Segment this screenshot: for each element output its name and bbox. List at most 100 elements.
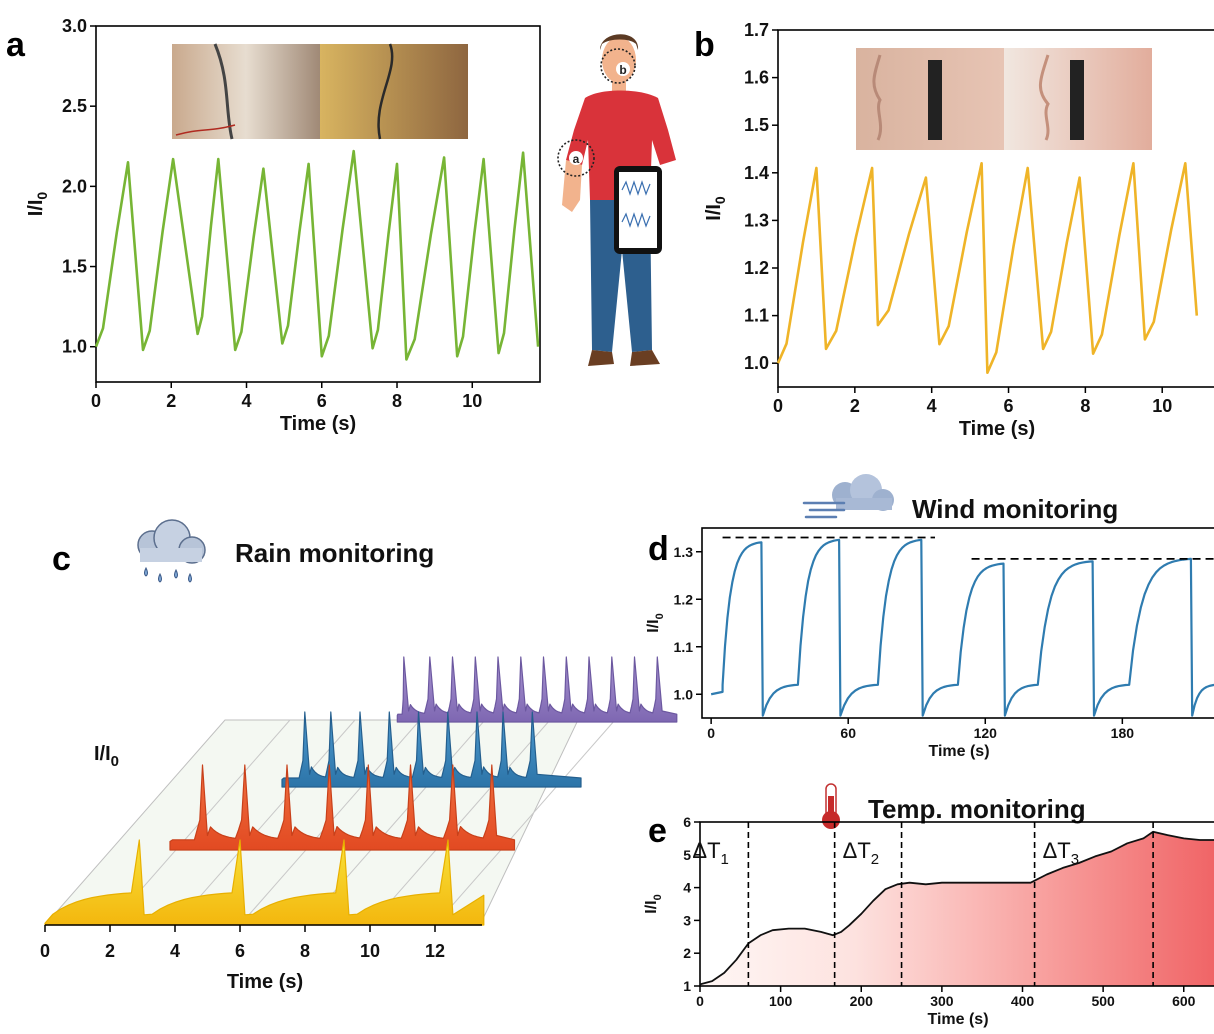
x-tick-label: 300 [930,993,954,1009]
x-tick-label: 12 [425,941,445,961]
plot-frame [699,821,1214,987]
y-tick-label: 1.5 [62,257,87,277]
panel-label-b: b [694,26,715,64]
x-axis-label: Time (s) [959,418,1035,440]
plot-frame [777,29,1214,388]
y-tick-label: 1.6 [744,68,769,88]
y-tick-label: 2.0 [62,176,87,196]
temperature-area [700,831,1214,986]
x-tick-label: 8 [392,391,402,411]
wind-cloud-icon [802,474,894,519]
x-tick-label: 4 [242,391,252,411]
axes-a: 0 2 4 6 8 10 1.0 1.5 2.0 2.5 3.0 Time (s) I/I0 [25,16,541,435]
x-tick-label: 8 [1080,396,1090,416]
x-tick-label: 100 [769,993,793,1009]
y-tick-label: 1.2 [744,258,769,278]
y-tick-label: 1.3 [674,544,694,560]
photos-a [172,43,468,140]
x-tick-label: 10 [1152,396,1172,416]
y-tick-label: 1.0 [674,686,694,702]
y-tick-label: 2.5 [62,96,87,116]
y-axis-label: I/I0 [645,613,666,632]
photos-b [856,48,1152,150]
floor-gridline [304,719,486,926]
series-line-a [94,149,540,361]
axes-b: 0 2 4 6 8 10 1.0 1.1 1.2 1.3 1.4 1.5 1.6 1.7 Time (s) I… [703,20,1214,440]
x-tick-label: 200 [850,993,874,1009]
ylabel-c: I/I0 [94,743,119,770]
x-tick-label: 60 [840,725,856,741]
x-tick-label: 6 [317,391,327,411]
y-tick-label: 5 [683,847,691,863]
panel-b: b 0 2 4 6 8 10 1.0 1.1 1.2 1.3 1.4 1.5 1.6 1.7 Time (s… [694,20,1214,440]
axes-d: 0 60 120 180 1.0 1.1 1.2 1.3 Time (s) I/I0 [645,527,1214,760]
x-axis-label: Time (s) [927,1011,988,1028]
title-e: Temp. monitoring [868,794,1086,824]
x-tick-label: 500 [1091,993,1115,1009]
x-axis-label: Time (s) [280,413,356,435]
y-tick-label: 1.4 [744,163,769,183]
plot-frame [95,25,541,383]
y-tick-label: 1.1 [744,306,769,326]
y-tick-label: 1.3 [744,210,769,230]
panel-e: e Temp. monitoring 0 100 200 300 400 500 600 1 2… [643,783,1214,1028]
y-tick-label: 1.2 [674,591,694,607]
title-c: Rain monitoring [235,538,434,568]
floor-gridline [174,719,356,926]
title-d: Wind monitoring [912,494,1118,524]
person-with-tablet-icon: b a [557,34,676,366]
x-tick-label: 120 [974,725,998,741]
axes-c: 0 2 4 6 8 10 12 Time (s) [40,656,678,993]
marker-b: b [619,63,626,77]
y-tick-label: 1.5 [744,115,769,135]
delta-t-label: ΔT1 [692,838,728,868]
x-tick-label: 8 [300,941,310,961]
x-tick-label: 600 [1172,993,1196,1009]
panel-d: d Wind monitoring 0 60 120 180 1.0 1.1 1.2 1.3 T… [645,474,1214,760]
x-axis-label: Time (s) [928,743,989,760]
waterfall-series-yellow [44,839,485,926]
y-axis-label: I/I0 [25,192,50,217]
panel-label-c: c [52,540,71,578]
waterfall-series-purple [396,656,678,723]
y-tick-label: 1 [683,978,691,994]
x-tick-label: 0 [773,396,783,416]
x-tick-label: 2 [166,391,176,411]
delta-t-label: ΔT3 [1043,838,1079,868]
x-tick-label: 0 [696,993,704,1009]
x-tick-label: 4 [170,941,180,961]
y-tick-label: 1.0 [62,337,87,357]
x-tick-label: 0 [707,725,715,741]
y-tick-label: 3.0 [62,16,87,36]
delta-t-label: ΔT2 [843,838,879,868]
panel-c: c Rain monitoring I/I0 0 2 4 6 8 10 12 Time (s) [40,519,678,993]
x-tick-label: 10 [360,941,380,961]
y-tick-label: 3 [683,912,691,928]
series-line-d [710,538,1214,717]
plot-frame [701,527,1214,719]
floor-gridline [369,719,551,926]
waterfall-series-orange [169,764,516,851]
thermometer-icon [822,783,840,829]
x-tick-label: 2 [105,941,115,961]
rain-cloud-icon [137,519,206,583]
y-tick-label: 1.7 [744,20,769,40]
x-tick-label: 6 [1004,396,1014,416]
series-line-b [776,162,1199,374]
panel-label-e: e [648,812,667,850]
y-tick-label: 2 [683,945,691,961]
panel-a: a 0 2 4 6 8 10 1.0 1.5 2.0 2.5 3.0 Time (s) I/I0 [6,16,541,435]
marker-a: a [573,152,580,166]
x-tick-label: 180 [1111,725,1135,741]
series-line-e [699,830,1214,986]
panel-label-a: a [6,26,26,64]
x-tick-label: 0 [40,941,50,961]
floor-gridline [434,719,616,926]
x-tick-label: 10 [462,391,482,411]
x-tick-label: 400 [1011,993,1035,1009]
x-tick-label: 6 [235,941,245,961]
y-tick-label: 4 [683,880,691,896]
x-axis-label: Time (s) [227,971,303,993]
panel-label-d: d [648,530,669,568]
